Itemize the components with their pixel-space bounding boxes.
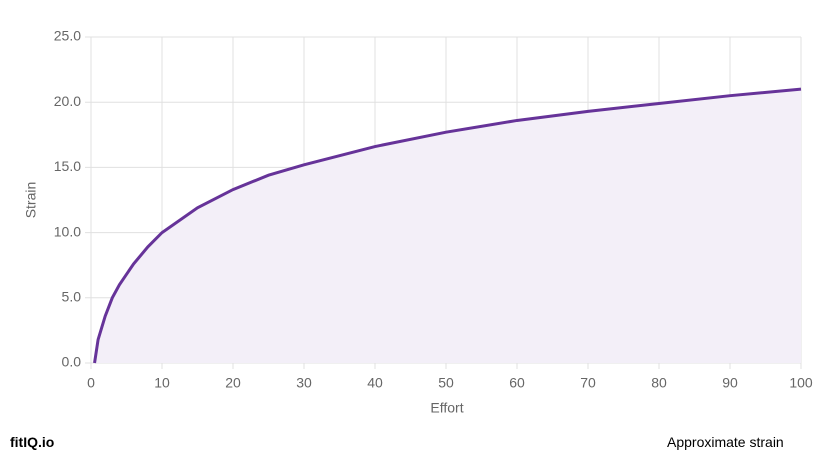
x-tick-label: 80 bbox=[651, 375, 667, 391]
x-tick-label: 0 bbox=[87, 375, 95, 391]
x-tick-label: 100 bbox=[789, 375, 813, 391]
y-tick-label: 20.0 bbox=[54, 93, 81, 109]
x-tick-label: 20 bbox=[225, 375, 241, 391]
y-tick-label: 10.0 bbox=[54, 223, 81, 239]
y-tick-label: 0.0 bbox=[62, 354, 82, 370]
x-tick-label: 10 bbox=[154, 375, 170, 391]
y-tick-label: 5.0 bbox=[62, 289, 82, 305]
x-tick-label: 60 bbox=[509, 375, 525, 391]
caption: Approximate strain bbox=[667, 434, 784, 450]
x-tick-label: 70 bbox=[580, 375, 596, 391]
x-axis-title: Effort bbox=[430, 400, 463, 416]
y-axis-title: Strain bbox=[23, 182, 39, 219]
x-tick-label: 90 bbox=[722, 375, 738, 391]
brand: fitIQ.io bbox=[10, 434, 55, 450]
y-tick-label: 15.0 bbox=[54, 158, 81, 174]
area bbox=[94, 89, 802, 363]
chart: Effort Strain 0.0 5.0 10.0 15.0 20.0 25.0 0 10 2… bbox=[23, 28, 813, 416]
line bbox=[93, 87, 802, 364]
x-tick-label: 30 bbox=[296, 375, 312, 391]
y-tick-label: 25.0 bbox=[54, 28, 81, 44]
x-tick-label: 50 bbox=[438, 375, 454, 391]
x-tick-label: 40 bbox=[367, 375, 383, 391]
